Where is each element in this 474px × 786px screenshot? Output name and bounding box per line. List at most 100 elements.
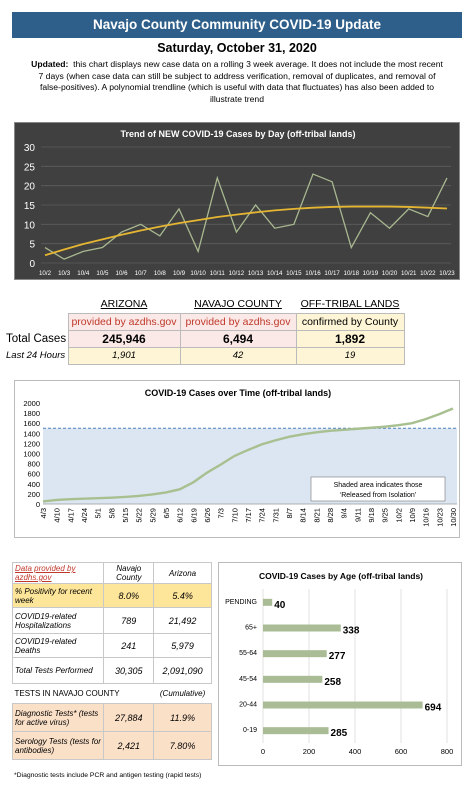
total-navajo: 6,494 bbox=[179, 329, 297, 348]
cumulative-cases-line bbox=[42, 407, 454, 503]
diagnostic-label: Diagnostic Tests* (tests for active viru… bbox=[11, 703, 105, 732]
stats-col-arizona: Arizona bbox=[153, 562, 212, 584]
cumulative-xtick-label: 7/24 bbox=[258, 508, 267, 523]
total-arizona: 245,946 bbox=[67, 329, 181, 348]
daily-xtick-label: 10/16 bbox=[305, 270, 321, 277]
daily-xtick-label: 10/10 bbox=[190, 270, 206, 277]
age-bar bbox=[263, 701, 423, 709]
cumulative-ytick-label: 800 bbox=[27, 460, 40, 469]
positivity-navajo: 8.0% bbox=[103, 583, 155, 608]
age-category-label: 55-64 bbox=[239, 650, 257, 657]
age-cases-title: COVID-19 Cases by Age (off-tribal lands) bbox=[259, 571, 423, 581]
hospitalizations-label: COVID19-related Hospitalizations bbox=[11, 607, 105, 634]
cumulative-ytick-label: 2000 bbox=[23, 399, 40, 408]
update-note-label: Updated: bbox=[31, 59, 69, 69]
daily-xtick-label: 10/11 bbox=[210, 270, 226, 277]
daily-xtick-label: 10/2 bbox=[39, 270, 52, 277]
serology-label: Serology Tests (tests for antibodies) bbox=[11, 731, 105, 760]
annotation-box bbox=[310, 476, 446, 502]
daily-xtick-label: 10/20 bbox=[382, 270, 398, 277]
cumulative-xtick-label: 8/21 bbox=[312, 508, 321, 523]
age-bar bbox=[263, 650, 327, 658]
col-navajo-county: NAVAJO COUNTY bbox=[194, 298, 282, 311]
daily-xtick-label: 10/8 bbox=[154, 270, 167, 277]
age-category-label: 0-19 bbox=[243, 727, 257, 734]
cumulative-xtick-label: 10/2 bbox=[394, 508, 403, 523]
daily-xtick-label: 10/14 bbox=[267, 270, 283, 277]
cumulative-xtick-label: 10/16 bbox=[422, 508, 431, 527]
serology-navajo: 2,421 bbox=[103, 731, 155, 760]
daily-trendline bbox=[44, 205, 448, 257]
age-bar-value: 277 bbox=[329, 651, 346, 662]
daily-ytick-label: 20 bbox=[24, 182, 36, 193]
cumulative-ytick-label: 1200 bbox=[23, 439, 40, 448]
age-xtick-label: 800 bbox=[441, 747, 454, 756]
daily-xtick-label: 10/7 bbox=[135, 270, 148, 277]
annotation-line-2: ‘Released from Isolation’ bbox=[340, 492, 417, 499]
cumulative-xtick-label: 9/25 bbox=[381, 508, 390, 523]
age-bar-value: 258 bbox=[324, 677, 341, 688]
stats-source: Data provided by azdhs.gov bbox=[11, 562, 105, 584]
daily-xtick-label: 10/17 bbox=[324, 270, 340, 277]
daily-ytick-label: 10 bbox=[24, 220, 36, 231]
cumulative-ytick-label: 400 bbox=[27, 480, 40, 489]
cumulative-xtick-label: 4/24 bbox=[80, 508, 89, 523]
age-bar bbox=[263, 598, 273, 606]
daily-xtick-label: 10/21 bbox=[401, 270, 417, 277]
cumulative-cases-title: COVID-19 Cases over Time (off-tribal lan… bbox=[145, 388, 331, 398]
daily-xtick-label: 10/3 bbox=[58, 270, 71, 277]
cumulative-xtick-label: 5/1 bbox=[94, 508, 103, 518]
cumulative-xtick-label: 10/30 bbox=[449, 508, 458, 527]
cumulative-xtick-label: 5/29 bbox=[148, 508, 157, 523]
deaths-label: COVID19-related Deaths bbox=[11, 633, 105, 658]
total-cases-label: Total Cases bbox=[6, 332, 67, 345]
last24-arizona: 1,901 bbox=[67, 346, 181, 365]
age-category-label: 45-54 bbox=[239, 676, 257, 683]
cumulative-xtick-label: 7/17 bbox=[244, 508, 253, 523]
cumulative-ytick-label: 1000 bbox=[23, 450, 40, 459]
diagnostic-percent: 11.9% bbox=[153, 703, 212, 732]
daily-xtick-label: 10/12 bbox=[229, 270, 245, 277]
daily-xtick-label: 10/6 bbox=[116, 270, 129, 277]
total-off-tribal: 1,892 bbox=[295, 329, 405, 348]
annotation-line-1: Shaded area indicates those bbox=[334, 482, 423, 489]
cumulative-xtick-label: 4/17 bbox=[66, 508, 75, 523]
cumulative-xtick-label: 7/3 bbox=[217, 508, 226, 518]
hospitalizations-arizona: 21,492 bbox=[153, 607, 212, 634]
cumulative-xtick-label: 6/12 bbox=[176, 508, 185, 523]
page-title-banner: Navajo County Community COVID-19 Update bbox=[12, 12, 462, 38]
col-off-tribal: OFF-TRIBAL LANDS bbox=[300, 298, 400, 311]
col-arizona: ARIZONA bbox=[100, 298, 148, 311]
page-title: Navajo County Community COVID-19 Update bbox=[92, 17, 382, 32]
daily-xtick-label: 10/4 bbox=[77, 270, 90, 277]
source-off-tribal: confirmed by County bbox=[295, 312, 405, 331]
cumulative-ytick-label: 1400 bbox=[23, 429, 40, 438]
daily-xtick-label: 10/15 bbox=[286, 270, 302, 277]
cumulative-xtick-label: 7/31 bbox=[271, 508, 280, 523]
age-bar-value: 285 bbox=[331, 728, 348, 739]
stats-table: Data provided by azdhs.gov Navajo County… bbox=[11, 562, 212, 760]
cumulative-xtick-label: 10/23 bbox=[435, 508, 444, 527]
age-cases-svg: COVID-19 Cases by Age (off-tribal lands)… bbox=[225, 571, 454, 756]
daily-xtick-label: 10/19 bbox=[363, 270, 379, 277]
cumulative-xtick-label: 6/26 bbox=[203, 508, 212, 523]
cumulative-xtick-label: 6/5 bbox=[162, 508, 171, 518]
diagnostic-navajo: 27,884 bbox=[103, 703, 155, 732]
daily-ytick-label: 25 bbox=[24, 162, 36, 173]
daily-xtick-label: 10/23 bbox=[439, 270, 455, 277]
cumulative-xtick-label: 9/4 bbox=[340, 508, 349, 518]
daily-xtick-label: 10/22 bbox=[420, 270, 436, 277]
cumulative-ytick-label: 600 bbox=[27, 470, 40, 479]
daily-xtick-label: 10/5 bbox=[96, 270, 109, 277]
age-xtick-label: 400 bbox=[349, 747, 362, 756]
totals-table: ARIZONA NAVAJO COUNTY OFF-TRIBAL LANDS p… bbox=[6, 296, 405, 365]
daily-ytick-label: 15 bbox=[24, 201, 36, 212]
cumulative-xtick-label: 8/14 bbox=[299, 508, 308, 523]
age-category-label: PENDING bbox=[225, 599, 257, 606]
age-xtick-label: 600 bbox=[395, 747, 408, 756]
daily-xtick-label: 10/18 bbox=[344, 270, 360, 277]
cumulative-xtick-label: 9/18 bbox=[367, 508, 376, 523]
cumulative-xtick-label: 6/19 bbox=[189, 508, 198, 523]
serology-percent: 7.80% bbox=[153, 731, 212, 760]
positivity-label: % Positivity for recent week bbox=[11, 583, 105, 608]
